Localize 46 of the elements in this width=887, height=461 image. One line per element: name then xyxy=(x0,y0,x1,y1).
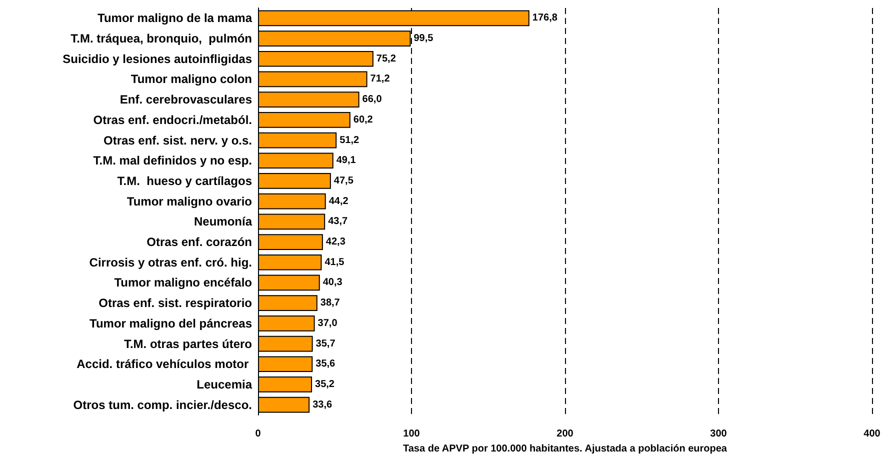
data-label: 38,7 xyxy=(320,298,340,309)
data-label: 41,5 xyxy=(324,256,345,268)
data-label: 35,7 xyxy=(316,338,336,350)
y-tick-label: Otros tum. comp. incier./desco. xyxy=(73,398,252,412)
data-label: 49,1 xyxy=(336,155,356,166)
y-tick-label: Tumor maligno encéfalo xyxy=(114,276,252,290)
y-tick-label: Leucemia xyxy=(196,377,252,392)
x-axis-title: Tasa de APVP por 100.000 habitantes. Ajustada a población europea xyxy=(403,443,728,454)
y-tick-label: Enf. cerebrovasculares xyxy=(120,92,252,107)
x-tick-label: 0 xyxy=(255,428,262,440)
y-tick-label: T.M. otras partes útero xyxy=(124,336,252,351)
data-label: 42,3 xyxy=(326,236,346,248)
data-label: 37,0 xyxy=(318,318,338,329)
y-tick-label: T.M. hueso y cartílagos xyxy=(117,174,252,188)
data-label: 75,2 xyxy=(376,53,396,64)
y-tick-label: Tumor maligno de la mama xyxy=(98,11,252,26)
y-tick-label: Cirrosis y otras enf. cró. hig. xyxy=(89,255,252,270)
data-label: 176,8 xyxy=(532,12,558,24)
y-tick-label: Otras enf. corazón xyxy=(146,235,252,250)
y-tick-label: Otras enf. sist. respiratorio xyxy=(98,296,252,310)
data-label: 33,6 xyxy=(312,399,332,410)
data-label: 99,5 xyxy=(414,33,434,44)
y-tick-label: Otras enf. endocri./metaból. xyxy=(93,112,252,127)
y-tick-label: Neumonía xyxy=(194,214,252,229)
y-tick-label: Accid. tráfico vehículos motor xyxy=(76,357,252,372)
data-label: 43,7 xyxy=(328,216,348,228)
x-tick-label: 400 xyxy=(864,428,881,440)
data-label: 40,3 xyxy=(322,277,343,288)
x-tick-label: 200 xyxy=(556,428,574,440)
y-tick-label: Tumor maligno del páncreas xyxy=(90,316,252,330)
x-tick-label: 300 xyxy=(710,428,728,440)
data-label: 71,2 xyxy=(370,74,390,85)
data-label: 44,2 xyxy=(328,196,349,207)
y-tick-label: Tumor maligno colon xyxy=(130,72,252,86)
data-label: 35,6 xyxy=(316,358,336,370)
y-tick-label: T.M. tráquea, bronquio, pulmón xyxy=(70,32,252,46)
data-label: 60,2 xyxy=(353,114,374,126)
y-tick-label: Suicidio y lesiones autoinfligidas xyxy=(62,52,252,66)
data-label: 35,2 xyxy=(315,378,335,390)
y-tick-label: T.M. mal definidos y no esp. xyxy=(93,154,252,168)
y-tick-label: Otras enf. sist. nerv. y o.s. xyxy=(104,133,252,148)
data-label: 51,2 xyxy=(340,134,360,146)
data-label: 47,5 xyxy=(334,175,354,186)
x-tick-label: 100 xyxy=(403,428,420,440)
data-label: 66,0 xyxy=(362,94,382,106)
y-tick-label: Tumor maligno ovario xyxy=(126,194,252,208)
